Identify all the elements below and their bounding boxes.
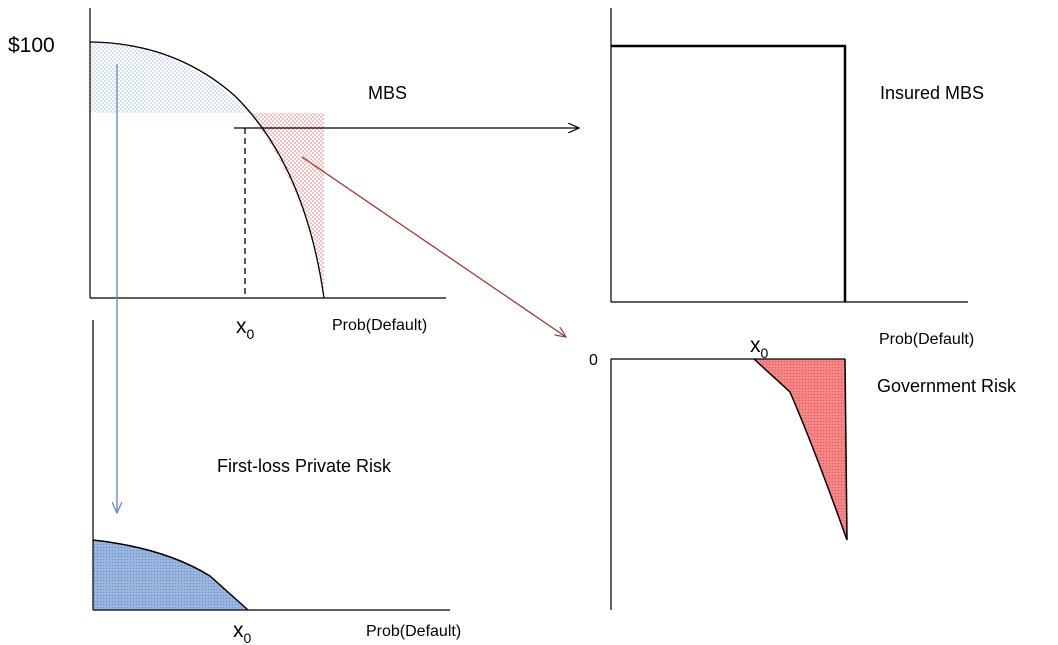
x0-label-government: x0	[750, 334, 769, 361]
government-risk-label: Government Risk	[877, 376, 1017, 396]
x0-label-private: x0	[233, 619, 252, 645]
prob-default-label-insured: Prob(Default)	[879, 331, 974, 348]
mbs-payoff-curve	[89, 41, 325, 299]
government-risk-panel: 0 x0 Government Risk	[589, 334, 1017, 610]
government-risk-region	[754, 359, 847, 540]
private-risk-curve	[92, 539, 249, 611]
government-risk-curve	[753, 358, 848, 541]
private-risk-panel: First-loss Private Risk x0 Prob(Default)	[92, 320, 461, 645]
prob-default-label-private: Prob(Default)	[366, 623, 461, 640]
government-loss-shaded-region	[250, 113, 324, 298]
private-risk-region	[93, 540, 248, 610]
zero-label: 0	[589, 352, 598, 369]
insured-mbs-panel: Insured MBS Prob(Default)	[610, 8, 984, 348]
mbs-panel: $100 MBS x0 Prob(Default)	[8, 8, 579, 342]
prob-default-label-main: Prob(Default)	[332, 317, 427, 334]
insured-mbs-label: Insured MBS	[880, 83, 984, 103]
first-loss-private-risk-label: First-loss Private Risk	[217, 456, 392, 476]
price-100-label: $100	[8, 34, 55, 57]
government-risk-arrow	[301, 156, 566, 337]
x0-label-main: x0	[236, 315, 255, 342]
mbs-label: MBS	[368, 83, 407, 103]
private-loss-shaded-region	[90, 42, 250, 113]
insured-payoff-line	[611, 44, 847, 302]
